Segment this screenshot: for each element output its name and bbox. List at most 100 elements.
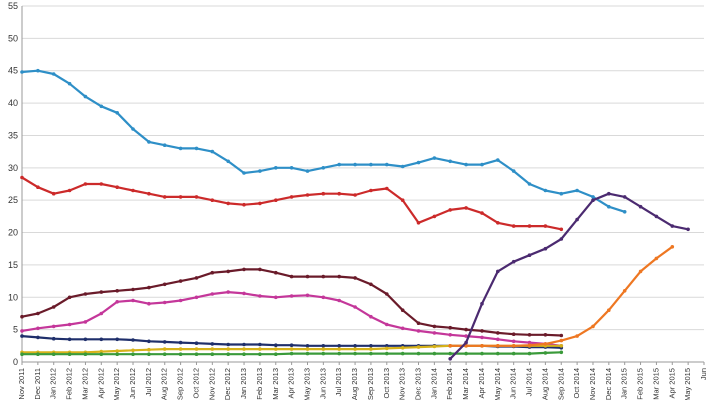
- x-tick-label: Dec 2014: [604, 368, 613, 400]
- x-axis-ticks: Nov 2011 Dec 2011 Jan 2012 Feb 2012 Mar 2012…: [17, 362, 708, 400]
- series-point: [51, 336, 56, 341]
- series-point: [369, 347, 373, 351]
- series-point: [194, 195, 199, 199]
- series-point: [511, 259, 516, 264]
- series-point: [622, 289, 627, 293]
- series-point: [274, 166, 278, 170]
- x-tick-label: Jul 2013: [334, 368, 343, 396]
- series-point: [400, 346, 405, 350]
- series-point: [448, 357, 453, 361]
- series-line-2: [21, 176, 562, 231]
- series-point: [147, 140, 151, 144]
- series-point: [36, 352, 40, 357]
- x-tick-label: Nov 2012: [207, 368, 216, 400]
- series-line-3: [21, 268, 562, 337]
- series-point: [20, 175, 24, 180]
- x-tick-label: Jan 2012: [49, 368, 58, 399]
- series-point: [353, 162, 357, 167]
- series-point: [210, 198, 215, 202]
- series-point: [51, 324, 56, 329]
- series-point: [115, 111, 119, 115]
- series-point: [400, 308, 405, 313]
- series-point: [20, 352, 24, 357]
- series-point: [416, 321, 421, 326]
- series-point: [242, 267, 246, 272]
- series-point: [274, 198, 278, 202]
- series-point: [289, 351, 294, 356]
- series-point: [274, 343, 278, 348]
- series-point: [162, 143, 167, 147]
- gridlines: [22, 5, 704, 331]
- x-tick-label: Apr 2012: [96, 368, 105, 398]
- series-point: [670, 224, 675, 228]
- series-point: [289, 195, 294, 199]
- series-point: [321, 347, 326, 351]
- y-tick-label: 5: [13, 325, 18, 335]
- series-point: [36, 326, 40, 331]
- series-point: [274, 352, 278, 357]
- series-point: [305, 274, 310, 279]
- series-point: [51, 352, 56, 357]
- series-point: [432, 344, 437, 349]
- x-tick-label: Nov 2011: [17, 368, 26, 400]
- series-point: [543, 188, 548, 193]
- series-point: [194, 295, 199, 300]
- series-point: [385, 344, 389, 348]
- series-point: [321, 351, 326, 356]
- series-point: [258, 342, 262, 347]
- series-point: [432, 214, 437, 219]
- series-point: [400, 326, 405, 331]
- x-tick-label: Dec 2011: [33, 368, 42, 400]
- x-tick-label: Jan 2014: [429, 368, 438, 399]
- x-tick-label: Jan 2015: [620, 368, 629, 399]
- x-tick-label: Sep 2013: [366, 368, 375, 400]
- series-point: [448, 159, 453, 164]
- series-line-9: [449, 192, 689, 360]
- series-point: [385, 346, 389, 351]
- series-point: [464, 327, 468, 332]
- series-point: [258, 347, 262, 351]
- series-point: [511, 224, 516, 228]
- series-point: [543, 246, 548, 251]
- series-point: [36, 68, 40, 73]
- series-point: [432, 324, 437, 329]
- series-point: [178, 279, 183, 283]
- series-point: [464, 162, 468, 167]
- series-point: [99, 349, 104, 354]
- series-point: [210, 347, 215, 351]
- series-point: [242, 171, 246, 175]
- series-point: [591, 324, 595, 329]
- series-point: [511, 339, 516, 344]
- series-point: [99, 352, 104, 357]
- x-tick-label: Feb 2013: [255, 368, 264, 400]
- series-point: [337, 298, 342, 303]
- x-tick-label: Jun 2012: [128, 368, 137, 399]
- series-point: [369, 162, 373, 167]
- series-point: [226, 352, 230, 357]
- series-point: [131, 188, 135, 193]
- series-point: [305, 347, 310, 351]
- x-tick-label: Dec 2012: [223, 368, 232, 400]
- series-point: [527, 333, 532, 337]
- series-point: [67, 352, 72, 357]
- series-point: [337, 347, 342, 351]
- series-point: [385, 186, 389, 191]
- x-tick-label: Apr 2014: [477, 368, 486, 398]
- x-tick-label: Dec 2013: [414, 368, 423, 400]
- series-point: [83, 94, 88, 99]
- series-point: [543, 333, 548, 337]
- x-tick-label: Sep 2012: [176, 368, 185, 400]
- series-point: [480, 162, 484, 167]
- series-point: [559, 338, 564, 343]
- x-tick-label: Jul 2012: [144, 368, 153, 396]
- series-point: [131, 348, 135, 353]
- x-tick-label: Apr 2015: [667, 368, 676, 398]
- x-tick-label: Aug 2014: [540, 368, 549, 400]
- series-point: [353, 193, 357, 197]
- series-point: [274, 270, 278, 275]
- series-point: [464, 340, 468, 345]
- x-tick-label: Oct 2013: [382, 368, 391, 398]
- series-point: [448, 344, 453, 348]
- series-point: [194, 341, 199, 346]
- series-point: [226, 347, 230, 351]
